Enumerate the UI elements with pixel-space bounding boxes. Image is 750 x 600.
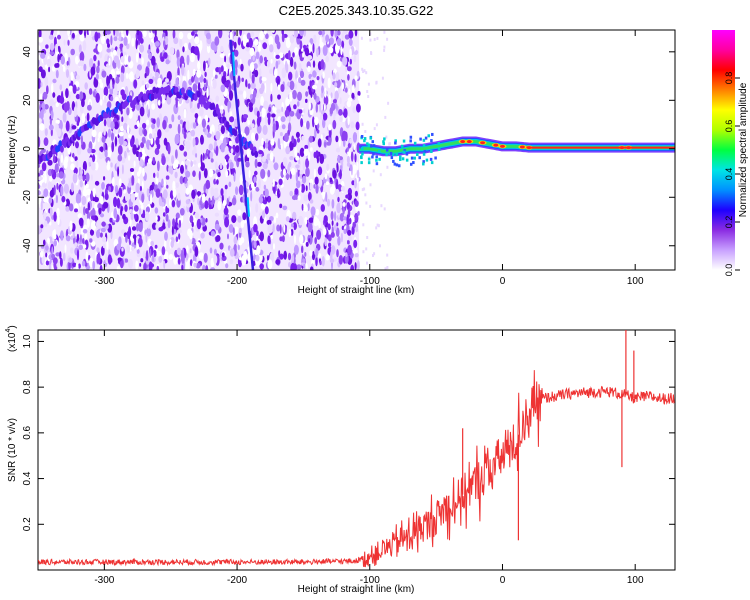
spectrogram-ytick-label: -40: [22, 238, 33, 253]
snr-xtick-label: -100: [360, 575, 380, 586]
spectrogram-xtick-label: 0: [500, 276, 506, 287]
colorbar-tick-label: 0.0: [724, 264, 734, 277]
spectrogram-xtick-label: -100: [360, 276, 380, 287]
spectrogram-ytick-label: -20: [22, 190, 33, 205]
spectrogram-xlabel: Height of straight line (km): [298, 285, 415, 296]
spectrogram-xtick-label: 100: [627, 276, 644, 287]
colorbar-tick-label: 0.2: [724, 216, 734, 229]
steep-line-highlight: [246, 197, 251, 217]
snr-xtick-label: -300: [94, 575, 114, 586]
colorbar: 0.0 0.2 0.4 0.6 0.8 Normalized spectral ampl…: [712, 30, 749, 276]
snr-xtick-label: 100: [627, 575, 644, 586]
steep-line-highlight: [232, 51, 236, 77]
spectrogram-ytick-label: 0: [22, 146, 33, 152]
spectrogram-xtick-label: -300: [94, 276, 114, 287]
spectrogram-xtick-label: -200: [227, 276, 247, 287]
snr-frame: [37, 329, 676, 571]
colorbar-tick-label: 0.4: [724, 168, 734, 181]
snr-ylabel: SNR (10 * v/v): [7, 418, 18, 482]
spectrogram-ytick-label: 20: [22, 94, 33, 106]
snr-ytick-label: 0.2: [22, 517, 33, 531]
colorbar-tick-label: 0.6: [724, 120, 734, 133]
snr-ytick-label: 0.8: [22, 380, 33, 394]
snr-series-line: [38, 370, 675, 568]
spectrogram-noise: [38, 30, 391, 270]
steep-doppler-line: [229, 39, 255, 270]
snr-ytick-label: 0.4: [22, 471, 33, 485]
spectrogram-ylabel: Frequency (Hz): [7, 116, 18, 185]
snr-xtick-label: -200: [227, 575, 247, 586]
figure-title: C2E5.2025.343.10.35.G22: [279, 3, 434, 18]
colorbar-tick-label: 0.8: [724, 72, 734, 85]
spectrogram-frame: [37, 29, 676, 271]
snr-ytick-label: 1.0: [22, 334, 33, 348]
snr-xlabel: Height of straight line (km): [298, 584, 415, 595]
colorbar-gradient: [712, 30, 735, 270]
carrier-band: [356, 132, 675, 168]
colorbar-label: Normalized spectral amplitude: [738, 82, 749, 217]
snr-multiplier: (x104): [5, 325, 18, 352]
snr-ytick-label: 0.6: [22, 425, 33, 439]
snr-xtick-label: 0: [500, 575, 506, 586]
snr-plot: -300 -200 -100 0 100 0.2 0.4 0.6 0.8 1.0 Height o…: [5, 325, 676, 595]
spectrogram-ytick-label: 40: [22, 46, 33, 58]
